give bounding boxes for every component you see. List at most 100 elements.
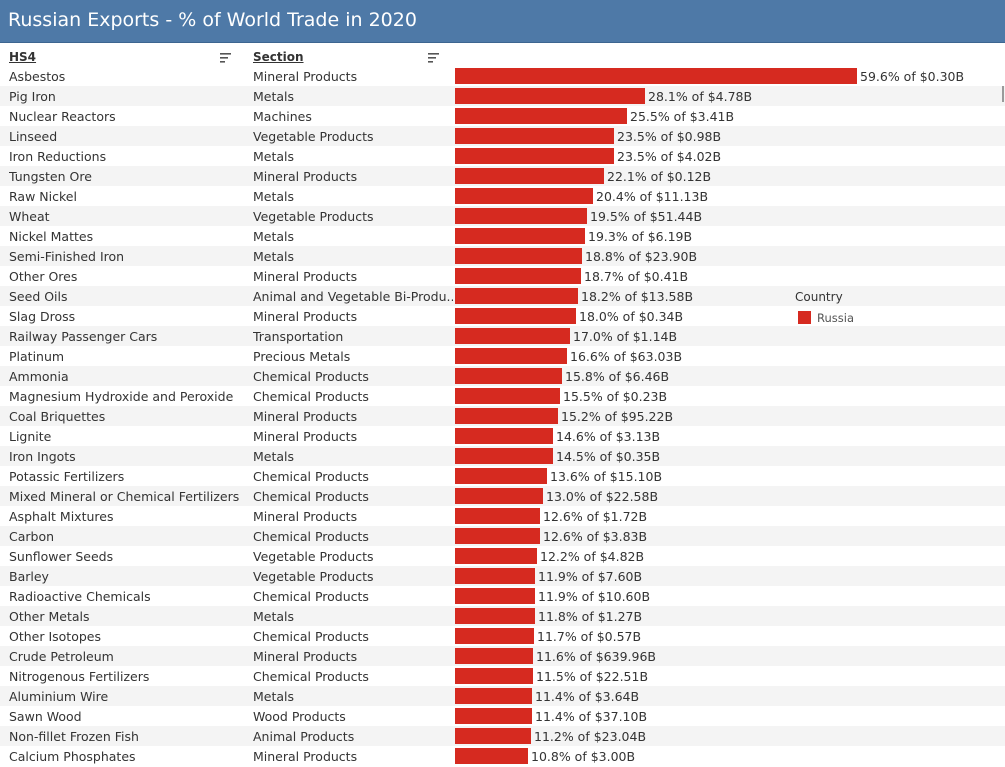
section-label: Mineral Products	[253, 749, 358, 764]
scrollbar[interactable]	[1002, 86, 1004, 102]
bar[interactable]	[455, 348, 567, 364]
bar[interactable]	[455, 68, 857, 84]
bar[interactable]	[455, 508, 540, 524]
bar[interactable]	[455, 728, 531, 744]
table-row[interactable]: Seed Oils Animal and Vegetable Bi-Produ..…	[0, 286, 1005, 306]
table-row[interactable]: Slag Dross Mineral Products 18.0% of $0.34…	[0, 306, 1005, 326]
bar[interactable]	[455, 108, 627, 124]
bar[interactable]	[455, 268, 581, 284]
hs4-label: Other Metals	[9, 609, 90, 624]
table-row[interactable]: Calcium Phosphates Mineral Products 10.8% …	[0, 746, 1005, 766]
bar[interactable]	[455, 628, 534, 644]
column-header-section[interactable]: Section	[253, 50, 304, 64]
table-row[interactable]: Aluminium Wire Metals 11.4% of $3.64B	[0, 686, 1005, 706]
data-label: 11.6% of $639.96B	[536, 649, 656, 664]
bar[interactable]	[455, 608, 535, 624]
table-row[interactable]: Magnesium Hydroxide and Peroxide Chemical…	[0, 386, 1005, 406]
section-label: Chemical Products	[253, 589, 369, 604]
table-row[interactable]: Linseed Vegetable Products 23.5% of $0.98B	[0, 126, 1005, 146]
table-row[interactable]: Tungsten Ore Mineral Products 22.1% of $0.…	[0, 166, 1005, 186]
section-label: Mineral Products	[253, 409, 358, 424]
table-row[interactable]: Semi-Finished Iron Metals 18.8% of $23.90B	[0, 246, 1005, 266]
section-label: Chemical Products	[253, 389, 369, 404]
bar[interactable]	[455, 128, 614, 144]
table-row[interactable]: Crude Petroleum Mineral Products 11.6% of …	[0, 646, 1005, 666]
table-row[interactable]: Potassic Fertilizers Chemical Products 13.…	[0, 466, 1005, 486]
bar[interactable]	[455, 148, 614, 164]
table-row[interactable]: Asbestos Mineral Products 59.6% of $0.30B	[0, 66, 1005, 86]
table-row[interactable]: Nuclear Reactors Machines 25.5% of $3.41B	[0, 106, 1005, 126]
bar[interactable]	[455, 528, 540, 544]
table-row[interactable]: Platinum Precious Metals 16.6% of $63.03B	[0, 346, 1005, 366]
section-label: Chemical Products	[253, 629, 369, 644]
table-row[interactable]: Nitrogenous Fertilizers Chemical Products…	[0, 666, 1005, 686]
bar[interactable]	[455, 208, 587, 224]
bar[interactable]	[455, 248, 582, 264]
data-label: 19.5% of $51.44B	[590, 209, 703, 224]
data-label: 15.2% of $95.22B	[561, 409, 674, 424]
bar[interactable]	[455, 668, 533, 684]
bar[interactable]	[455, 568, 535, 584]
bar[interactable]	[455, 88, 645, 104]
hs4-label: Calcium Phosphates	[9, 749, 136, 764]
bar[interactable]	[455, 708, 532, 724]
section-label: Mineral Products	[253, 69, 358, 84]
table-row[interactable]: Carbon Chemical Products 12.6% of $3.83B	[0, 526, 1005, 546]
sort-icon[interactable]	[428, 52, 440, 64]
table-row[interactable]: Mixed Mineral or Chemical Fertilizers Che…	[0, 486, 1005, 506]
hs4-label: Barley	[9, 569, 49, 584]
bar[interactable]	[455, 688, 532, 704]
table-row[interactable]: Sunflower Seeds Vegetable Products 12.2% o…	[0, 546, 1005, 566]
bar[interactable]	[455, 488, 543, 504]
table-row[interactable]: Wheat Vegetable Products 19.5% of $51.44B	[0, 206, 1005, 226]
bar[interactable]	[455, 368, 562, 384]
section-label: Metals	[253, 609, 295, 624]
table-row[interactable]: Nickel Mattes Metals 19.3% of $6.19B	[0, 226, 1005, 246]
bar[interactable]	[455, 428, 553, 444]
bar[interactable]	[455, 228, 585, 244]
table-row[interactable]: Lignite Mineral Products 14.6% of $3.13B	[0, 426, 1005, 446]
data-label: 11.8% of $1.27B	[538, 609, 643, 624]
bar[interactable]	[455, 188, 593, 204]
section-label: Chemical Products	[253, 469, 369, 484]
table-row[interactable]: Barley Vegetable Products 11.9% of $7.60B	[0, 566, 1005, 586]
data-label: 11.4% of $3.64B	[535, 689, 640, 704]
sort-icon[interactable]	[220, 52, 232, 64]
data-label: 14.5% of $0.35B	[556, 449, 661, 464]
table-row[interactable]: Other Ores Mineral Products 18.7% of $0.41…	[0, 266, 1005, 286]
table-row[interactable]: Other Isotopes Chemical Products 11.7% of …	[0, 626, 1005, 646]
table-row[interactable]: Ammonia Chemical Products 15.8% of $6.46B	[0, 366, 1005, 386]
bar[interactable]	[455, 328, 570, 344]
table-row[interactable]: Asphalt Mixtures Mineral Products 12.6% of…	[0, 506, 1005, 526]
bar[interactable]	[455, 448, 553, 464]
table-row[interactable]: Iron Ingots Metals 14.5% of $0.35B	[0, 446, 1005, 466]
data-label: 25.5% of $3.41B	[630, 109, 735, 124]
table-row[interactable]: Pig Iron Metals 28.1% of $4.78B	[0, 86, 1005, 106]
data-label: 14.6% of $3.13B	[556, 429, 661, 444]
bar[interactable]	[455, 388, 560, 404]
bar[interactable]	[455, 748, 528, 764]
hs4-label: Ammonia	[9, 369, 69, 384]
section-label: Vegetable Products	[253, 209, 374, 224]
bar[interactable]	[455, 308, 576, 324]
table-row[interactable]: Raw Nickel Metals 20.4% of $11.13B	[0, 186, 1005, 206]
table-row[interactable]: Non-fillet Frozen Fish Animal Products 11.…	[0, 726, 1005, 746]
table-row[interactable]: Radioactive Chemicals Chemical Products 11…	[0, 586, 1005, 606]
table-row[interactable]: Iron Reductions Metals 23.5% of $4.02B	[0, 146, 1005, 166]
bar[interactable]	[455, 408, 558, 424]
table-row[interactable]: Sawn Wood Wood Products 11.4% of $37.10B	[0, 706, 1005, 726]
bar[interactable]	[455, 548, 537, 564]
bar[interactable]	[455, 168, 604, 184]
bar[interactable]	[455, 588, 535, 604]
table-row[interactable]: Coal Briquettes Mineral Products 15.2% of …	[0, 406, 1005, 426]
hs4-label: Linseed	[9, 129, 58, 144]
bar[interactable]	[455, 468, 547, 484]
bar[interactable]	[455, 648, 533, 664]
data-label: 15.8% of $6.46B	[565, 369, 670, 384]
column-header-hs4[interactable]: HS4	[9, 50, 37, 64]
table-row[interactable]: Other Metals Metals 11.8% of $1.27B	[0, 606, 1005, 626]
hs4-label: Semi-Finished Iron	[9, 249, 125, 264]
hs4-label: Platinum	[9, 349, 65, 364]
bar[interactable]	[455, 288, 578, 304]
table-row[interactable]: Railway Passenger Cars Transportation 17.0…	[0, 326, 1005, 346]
